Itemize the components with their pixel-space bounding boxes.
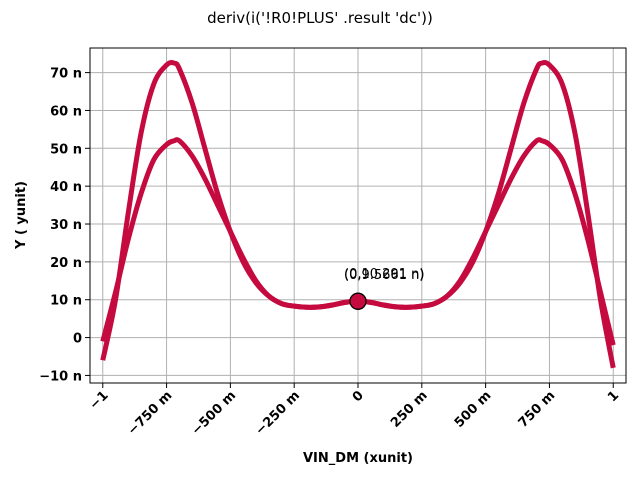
y-axis-label: Y ( yunit) — [14, 181, 29, 250]
x-tick-label: 750 m — [516, 388, 559, 431]
data-marker — [349, 292, 367, 310]
x-tick-label: 250 m — [388, 388, 431, 431]
x-ticks: −1 −750 m −500 m −250 m 0 250 m 500 m 750 m 1 — [87, 383, 622, 439]
y-tick-label: −10 n — [39, 369, 82, 384]
annotation-label: (0,10.291 n) — [344, 267, 424, 282]
y-tick-label: 10 n — [50, 294, 82, 309]
x-tick-label: −500 m — [189, 388, 239, 438]
y-tick-label: 0 — [73, 332, 82, 347]
chart-title: deriv(i('!R0!PLUS' .result 'dc')) — [207, 9, 433, 27]
annotation-label: (0,9.5661 n) — [344, 268, 424, 283]
y-ticks: −10 n 0 10 n 20 n 30 n 40 n 50 n 60 n 70 n — [39, 67, 90, 384]
marker-layer — [349, 292, 367, 310]
x-axis-label: VIN_DM (xunit) — [303, 451, 413, 466]
y-tick-label: 40 n — [50, 180, 82, 195]
y-tick-label: 50 n — [50, 142, 82, 157]
x-tick-label: −750 m — [125, 388, 175, 438]
y-tick-label: 20 n — [50, 256, 82, 271]
x-tick-label: −250 m — [253, 388, 303, 438]
y-tick-label: 30 n — [50, 218, 82, 233]
annotation-layer: (0,9.5661 n)(0,10.291 n) — [344, 267, 424, 283]
x-tick-label: −1 — [87, 388, 112, 413]
x-tick-label: 500 m — [452, 388, 495, 431]
x-tick-label: 0 — [350, 388, 367, 405]
y-tick-label: 70 n — [50, 67, 82, 82]
x-tick-label: 1 — [605, 388, 622, 405]
y-tick-label: 60 n — [50, 104, 82, 119]
grid — [90, 48, 626, 383]
